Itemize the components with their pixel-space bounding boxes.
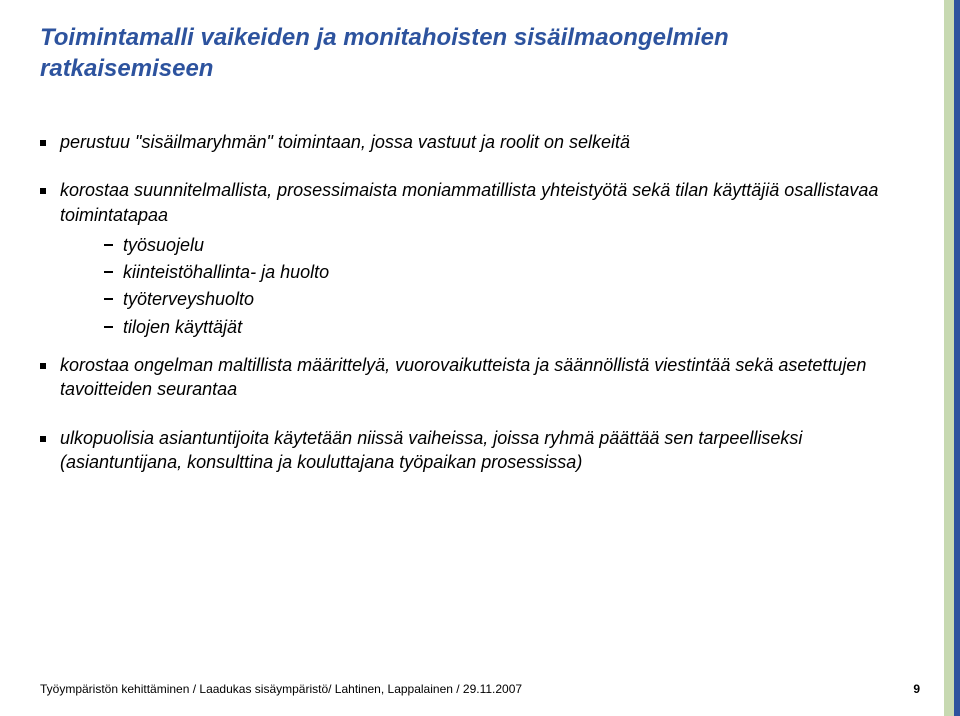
- bullet-item: perustuu "sisäilmaryhmän" toimintaan, jo…: [40, 130, 910, 154]
- slide-title: Toimintamalli vaikeiden ja monitahoisten…: [40, 22, 890, 84]
- bullet-dot-icon: [40, 436, 46, 442]
- sub-bullet-text: tilojen käyttäjät: [123, 315, 910, 339]
- slide-content: perustuu "sisäilmaryhmän" toimintaan, jo…: [40, 130, 910, 480]
- bullet-item: ulkopuolisia asiantuntijoita käytetään n…: [40, 426, 910, 475]
- side-stripe: [944, 0, 960, 716]
- sub-bullet-item: tilojen käyttäjät: [104, 315, 910, 339]
- bullet-dot-icon: [40, 140, 46, 146]
- bullet-text: perustuu "sisäilmaryhmän" toimintaan, jo…: [60, 130, 910, 154]
- dash-icon: [104, 326, 113, 328]
- sub-bullet-item: kiinteistöhallinta- ja huolto: [104, 260, 910, 284]
- sub-bullet-text: työterveyshuolto: [123, 287, 910, 311]
- dash-icon: [104, 244, 113, 246]
- bullet-dot-icon: [40, 188, 46, 194]
- dash-icon: [104, 298, 113, 300]
- slide: Toimintamalli vaikeiden ja monitahoisten…: [0, 0, 960, 716]
- footer-text: Työympäristön kehittäminen / Laadukas si…: [40, 682, 522, 696]
- page-number: 9: [913, 682, 920, 696]
- bullet-item: korostaa ongelman maltillista määrittely…: [40, 353, 910, 402]
- dash-icon: [104, 271, 113, 273]
- sub-bullet-item: työsuojelu: [104, 233, 910, 257]
- stripe-dark: [954, 0, 960, 716]
- bullet-item: korostaa suunnitelmallista, prosessimais…: [40, 178, 910, 227]
- footer: Työympäristön kehittäminen / Laadukas si…: [40, 682, 920, 696]
- bullet-text: ulkopuolisia asiantuntijoita käytetään n…: [60, 426, 910, 475]
- bullet-text: korostaa suunnitelmallista, prosessimais…: [60, 178, 910, 227]
- sub-bullet-text: kiinteistöhallinta- ja huolto: [123, 260, 910, 284]
- bullet-dot-icon: [40, 363, 46, 369]
- stripe-light: [944, 0, 954, 716]
- bullet-text: korostaa ongelman maltillista määrittely…: [60, 353, 910, 402]
- spacer: [40, 160, 910, 178]
- sub-list: työsuojelu kiinteistöhallinta- ja huolto…: [104, 233, 910, 339]
- sub-bullet-text: työsuojelu: [123, 233, 910, 257]
- sub-bullet-item: työterveyshuolto: [104, 287, 910, 311]
- spacer: [40, 408, 910, 426]
